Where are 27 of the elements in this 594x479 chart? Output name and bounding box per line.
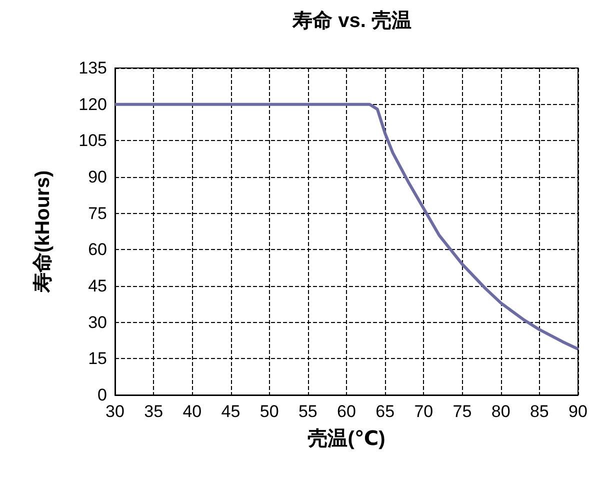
y-tick-label: 120 — [78, 94, 107, 114]
x-tick-label: 75 — [452, 402, 472, 421]
y-tick-label: 45 — [88, 276, 107, 296]
x-tick-label: 55 — [298, 402, 318, 421]
y-axis-title: 寿命(kHours) — [32, 170, 54, 294]
y-tick-label: 90 — [88, 168, 107, 186]
x-tick-label: 65 — [376, 402, 395, 421]
chart-title: 寿命 vs. 壳温 — [292, 10, 412, 32]
y-tick-label: 60 — [88, 240, 107, 260]
x-tick-label: 90 — [568, 402, 588, 421]
y-tick-label: 75 — [88, 204, 107, 223]
x-tick-label: 85 — [530, 402, 549, 421]
y-tick-label: 105 — [78, 131, 107, 150]
y-tick-label: 15 — [88, 349, 107, 368]
x-tick-label: 80 — [491, 402, 510, 421]
x-axis-title: 壳温(℃) — [308, 428, 386, 450]
x-tick-label: 35 — [144, 402, 164, 421]
x-tick-label: 30 — [106, 402, 124, 421]
x-tick-label: 45 — [221, 402, 240, 421]
x-tick-label: 50 — [260, 402, 279, 421]
x-tick-label: 70 — [414, 402, 434, 421]
x-tick-label: 60 — [337, 402, 356, 421]
x-tick-label: 40 — [182, 402, 202, 421]
y-tick-label: 135 — [78, 58, 107, 78]
line-series — [114, 102, 580, 350]
y-tick-label: 0 — [98, 386, 107, 404]
y-tick-label: 30 — [88, 312, 107, 332]
